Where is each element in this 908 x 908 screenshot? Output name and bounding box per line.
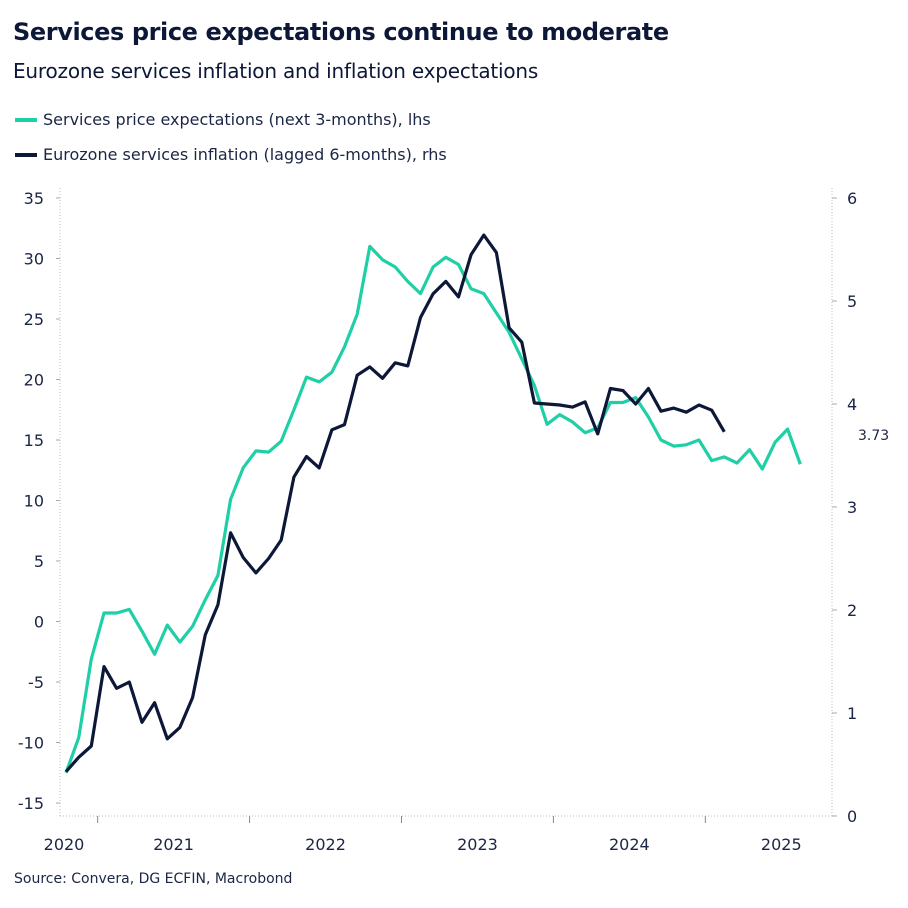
right-tick-label: 3 [847,498,857,517]
right-tick-label: 2 [847,601,857,620]
series-line-expectations [64,244,802,774]
left-tick-label: 30 [24,250,44,269]
left-tick-label: 0 [34,613,44,632]
x-tick-label: 2023 [457,835,498,854]
x-tick-label: 2021 [153,835,194,854]
left-tick-label: 35 [24,189,44,208]
legend-item-inflation: Eurozone services inflation (lagged 6-mo… [15,145,447,164]
legend-swatch-teal [15,117,37,122]
source-note: Source: Convera, DG ECFIN, Macrobond [14,871,293,887]
left-tick-label: 25 [24,310,44,329]
left-tick-label: 10 [24,492,44,511]
right-tick-label: 6 [847,189,857,208]
right-tick-label: 4 [847,395,857,414]
left-tick-label: 5 [34,552,44,571]
chart-subtitle: Eurozone services inflation and inflatio… [13,59,539,83]
x-tick-label: 2024 [609,835,650,854]
left-tick-label: -15 [18,794,44,813]
legend-label: Services price expectations (next 3-mont… [43,110,431,129]
legend-label: Eurozone services inflation (lagged 6-mo… [43,145,447,164]
left-tick-label: 20 [24,371,44,390]
x-tick-label: 2020 [44,835,85,854]
last-value-label: 3.73 [858,428,889,444]
series-line-inflation [64,233,726,773]
x-tick-label: 2022 [305,835,346,854]
right-tick-label: 1 [847,704,857,723]
legend-swatch-navy [15,152,37,157]
x-tick-label: 2025 [761,835,802,854]
right-tick-label: 5 [847,292,857,311]
left-tick-label: -10 [18,734,44,753]
left-tick-label: 15 [24,431,44,450]
left-tick-label: -5 [28,673,44,692]
right-tick-label: 0 [847,807,857,826]
legend-item-expectations: Services price expectations (next 3-mont… [15,110,431,129]
chart-title: Services price expectations continue to … [13,18,669,46]
